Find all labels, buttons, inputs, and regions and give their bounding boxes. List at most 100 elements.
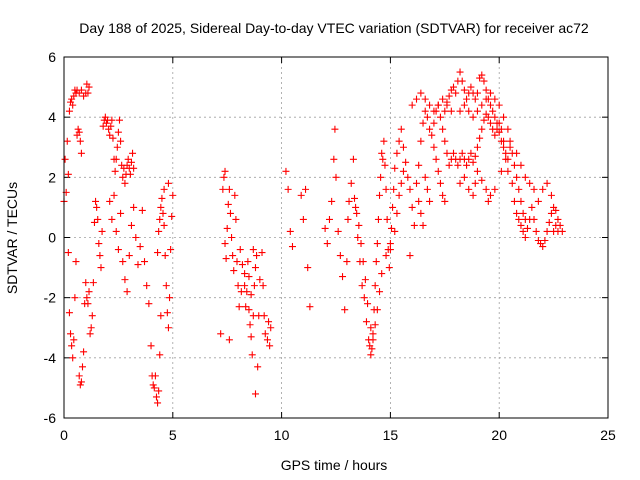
data-point — [463, 95, 471, 103]
data-point — [417, 89, 425, 97]
axis-ticks: 0 5 10 15 20 25 -6 -4 -2 0 2 4 6 — [44, 49, 616, 443]
data-point — [428, 131, 436, 139]
data-point — [130, 203, 138, 211]
data-point — [478, 101, 486, 109]
data-point — [219, 185, 227, 193]
data-point — [493, 119, 501, 127]
data-point — [232, 215, 240, 223]
data-point — [244, 258, 252, 266]
data-point — [123, 288, 131, 296]
data-point — [467, 149, 475, 157]
data-point — [126, 170, 134, 178]
x-tick-label: 0 — [60, 427, 68, 443]
data-point — [113, 143, 121, 151]
data-point — [125, 252, 133, 260]
data-point — [339, 273, 347, 281]
data-point — [423, 113, 431, 121]
data-point — [539, 243, 547, 251]
data-point — [359, 258, 367, 266]
data-point — [241, 270, 249, 278]
data-point — [127, 158, 135, 166]
data-point — [361, 276, 369, 284]
data-point — [463, 161, 471, 169]
data-point — [486, 89, 494, 97]
data-point — [86, 330, 94, 338]
data-point — [443, 101, 451, 109]
data-point — [229, 252, 237, 260]
data-point — [419, 119, 427, 127]
data-point — [169, 191, 177, 199]
data-point — [399, 143, 407, 151]
data-point — [267, 324, 275, 332]
data-point — [71, 294, 79, 302]
data-point — [471, 179, 479, 187]
data-point — [491, 131, 499, 139]
data-point — [222, 255, 230, 263]
data-point — [166, 294, 174, 302]
data-point — [506, 143, 514, 151]
data-point — [378, 270, 386, 278]
data-point — [513, 149, 521, 157]
data-point — [88, 312, 96, 320]
data-point — [221, 240, 229, 248]
data-point — [406, 185, 414, 193]
data-point — [377, 173, 385, 181]
data-point — [334, 227, 342, 235]
data-point — [117, 209, 125, 217]
data-point — [486, 191, 494, 199]
data-point — [288, 243, 296, 251]
data-point — [510, 161, 518, 169]
data-point — [76, 381, 84, 389]
data-point — [415, 161, 423, 169]
data-point — [410, 221, 418, 229]
data-point — [115, 116, 123, 124]
x-axis-label: GPS time / hours — [281, 457, 388, 473]
y-tick-label: -2 — [44, 290, 57, 306]
data-point — [248, 351, 256, 359]
data-point — [249, 246, 257, 254]
data-point — [225, 185, 233, 193]
data-point — [519, 227, 527, 235]
data-point — [336, 252, 344, 260]
data-point — [266, 342, 274, 350]
data-point — [486, 101, 494, 109]
data-point — [220, 173, 228, 181]
data-point — [413, 95, 421, 103]
data-point — [64, 170, 72, 178]
data-point — [321, 224, 329, 232]
data-point — [458, 77, 466, 85]
data-point — [399, 167, 407, 175]
data-point — [473, 143, 481, 151]
data-point — [402, 158, 410, 166]
data-point — [371, 282, 379, 290]
data-point — [482, 185, 490, 193]
data-point — [478, 176, 486, 184]
data-point — [85, 83, 93, 91]
data-point — [445, 161, 453, 169]
data-point — [523, 224, 531, 232]
data-point — [515, 185, 523, 193]
data-point — [526, 179, 534, 187]
data-point — [521, 173, 529, 181]
data-point — [223, 224, 231, 232]
data-points — [60, 68, 566, 407]
data-point — [430, 107, 438, 115]
data-point — [395, 191, 403, 199]
data-point — [547, 191, 555, 199]
data-point — [454, 161, 462, 169]
y-axis-label: SDTVAR / TECUs — [4, 182, 20, 294]
data-point — [247, 333, 255, 341]
data-point — [350, 194, 358, 202]
data-point — [157, 203, 165, 211]
data-point — [109, 134, 117, 142]
data-point — [379, 155, 387, 163]
data-point — [265, 318, 273, 326]
data-point — [61, 155, 69, 163]
data-point — [154, 249, 162, 257]
data-point — [460, 86, 468, 94]
data-point — [354, 234, 362, 241]
data-point — [497, 167, 505, 175]
x-tick-label: 25 — [600, 427, 616, 443]
data-point — [167, 246, 175, 254]
data-point — [96, 252, 104, 260]
